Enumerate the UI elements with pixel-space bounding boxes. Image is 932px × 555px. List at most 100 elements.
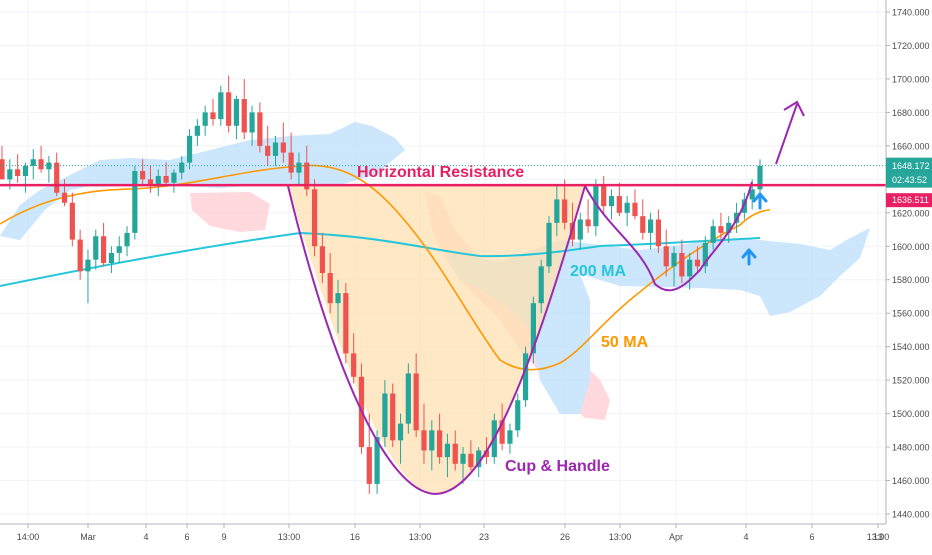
handle-outline: [584, 181, 753, 292]
candle-body: [288, 152, 294, 173]
candle-body: [483, 450, 490, 458]
candle-body: [757, 165, 763, 190]
time-axis-bg: [0, 524, 932, 550]
price-tick-label: 1560.000: [892, 309, 930, 319]
candle-body: [30, 159, 36, 166]
candle-body: [546, 222, 552, 267]
ma200-label: 200 MA: [570, 263, 626, 280]
candle-body: [351, 353, 357, 377]
candle-body: [718, 226, 724, 233]
candle-body: [124, 232, 130, 247]
resistance-price-badge: [886, 193, 932, 208]
candle-body: [499, 420, 505, 444]
candle-body: [726, 222, 732, 233]
time-tick-label: 16: [350, 532, 360, 542]
candle-body: [647, 219, 654, 233]
candle-body: [437, 430, 443, 458]
cloud-bull-right: [520, 228, 870, 316]
price-axis-bg: [886, 0, 932, 550]
candle-body: [85, 259, 91, 272]
candle-body: [530, 303, 536, 354]
candle-body: [616, 196, 622, 213]
candle-body: [749, 189, 755, 200]
candle-body: [452, 443, 458, 464]
candle-body: [702, 242, 708, 267]
candle-body: [687, 259, 693, 277]
cloud-bull-middle: [445, 255, 590, 414]
time-tick-label: 4: [143, 532, 148, 542]
candle-body: [265, 145, 271, 156]
candle-body: [61, 192, 68, 203]
time-tick-label: 4: [743, 532, 748, 542]
price-tick-label: 1500.000: [892, 409, 930, 419]
candle-body: [186, 135, 193, 163]
countdown-label: 02:43:52: [892, 175, 927, 185]
ma200-line: [0, 231, 761, 287]
pattern-label: Cup & Handle: [505, 458, 610, 475]
candle-body: [69, 202, 75, 240]
candle-body: [108, 252, 115, 263]
candle-body: [585, 219, 591, 227]
price-tick-label: 1620.000: [892, 208, 930, 218]
time-tick-label: 13:00: [409, 532, 432, 542]
candle-body: [710, 226, 716, 243]
candle-body: [694, 259, 701, 267]
candle-body: [374, 437, 380, 484]
candle-body: [608, 196, 615, 207]
candle-body: [413, 373, 419, 431]
candle-body: [663, 246, 669, 267]
price-tick-label: 1520.000: [892, 376, 930, 386]
ma50-label: 50 MA: [601, 334, 649, 351]
candle-body: [562, 199, 568, 223]
candle-body: [22, 165, 29, 176]
candle-body: [163, 175, 169, 183]
candle-body: [155, 175, 161, 187]
time-tick-label: 9: [221, 532, 226, 542]
candle-body: [655, 219, 662, 247]
price-tick-label: 1660.000: [892, 141, 930, 151]
candle-body: [304, 162, 310, 190]
time-tick-label: 13:00: [609, 532, 632, 542]
up-arrow-icon: [741, 248, 757, 266]
projection-arrow-shaft: [775, 103, 798, 165]
price-axis: 1740.000 1720.000 1700.000 1680.000 1660.000…: [885, 0, 932, 550]
candle-body: [554, 199, 560, 223]
candle-body: [538, 266, 544, 304]
candle-body: [679, 252, 685, 277]
cloud-bear-1: [190, 192, 270, 232]
candle-body: [421, 430, 427, 451]
candle-body: [515, 400, 521, 431]
candle-body: [476, 450, 482, 468]
candle-body: [249, 112, 255, 133]
time-axis: 14:00 Mar 4 6 9 13:00 16 13:00 23 26 13:00 Apr 4 6 13:…: [0, 523, 932, 550]
candle-body: [226, 92, 232, 126]
candle-body: [593, 186, 599, 227]
candle-body: [272, 142, 279, 156]
candle-body: [54, 162, 60, 193]
candle-body: [429, 430, 435, 451]
price-tick-label: 1540.000: [892, 342, 930, 352]
candle-body: [624, 202, 630, 213]
candle-body: [233, 99, 240, 126]
candle-body: [460, 453, 466, 464]
candle-body: [640, 216, 646, 233]
price-tick-label: 1600.000: [892, 242, 930, 252]
candle-body: [522, 353, 529, 401]
projection-arrow-head: [783, 100, 805, 117]
time-tick-label: 6: [809, 532, 814, 542]
time-tick-label: 13:00: [867, 532, 890, 542]
price-tick-label: 1720.000: [892, 41, 930, 51]
candle-body: [241, 99, 247, 133]
price-tick-label: 1700.000: [892, 74, 930, 84]
candle-body: [601, 186, 607, 207]
candle-body: [15, 169, 21, 176]
candle-body: [0, 159, 5, 180]
candle-body: [147, 179, 154, 187]
candle-body: [577, 219, 583, 240]
candle-body: [140, 170, 146, 180]
candle-body: [7, 169, 13, 180]
price-tick-label: 1440.000: [892, 510, 930, 520]
candle-body: [179, 162, 185, 173]
candle-body: [405, 373, 411, 424]
